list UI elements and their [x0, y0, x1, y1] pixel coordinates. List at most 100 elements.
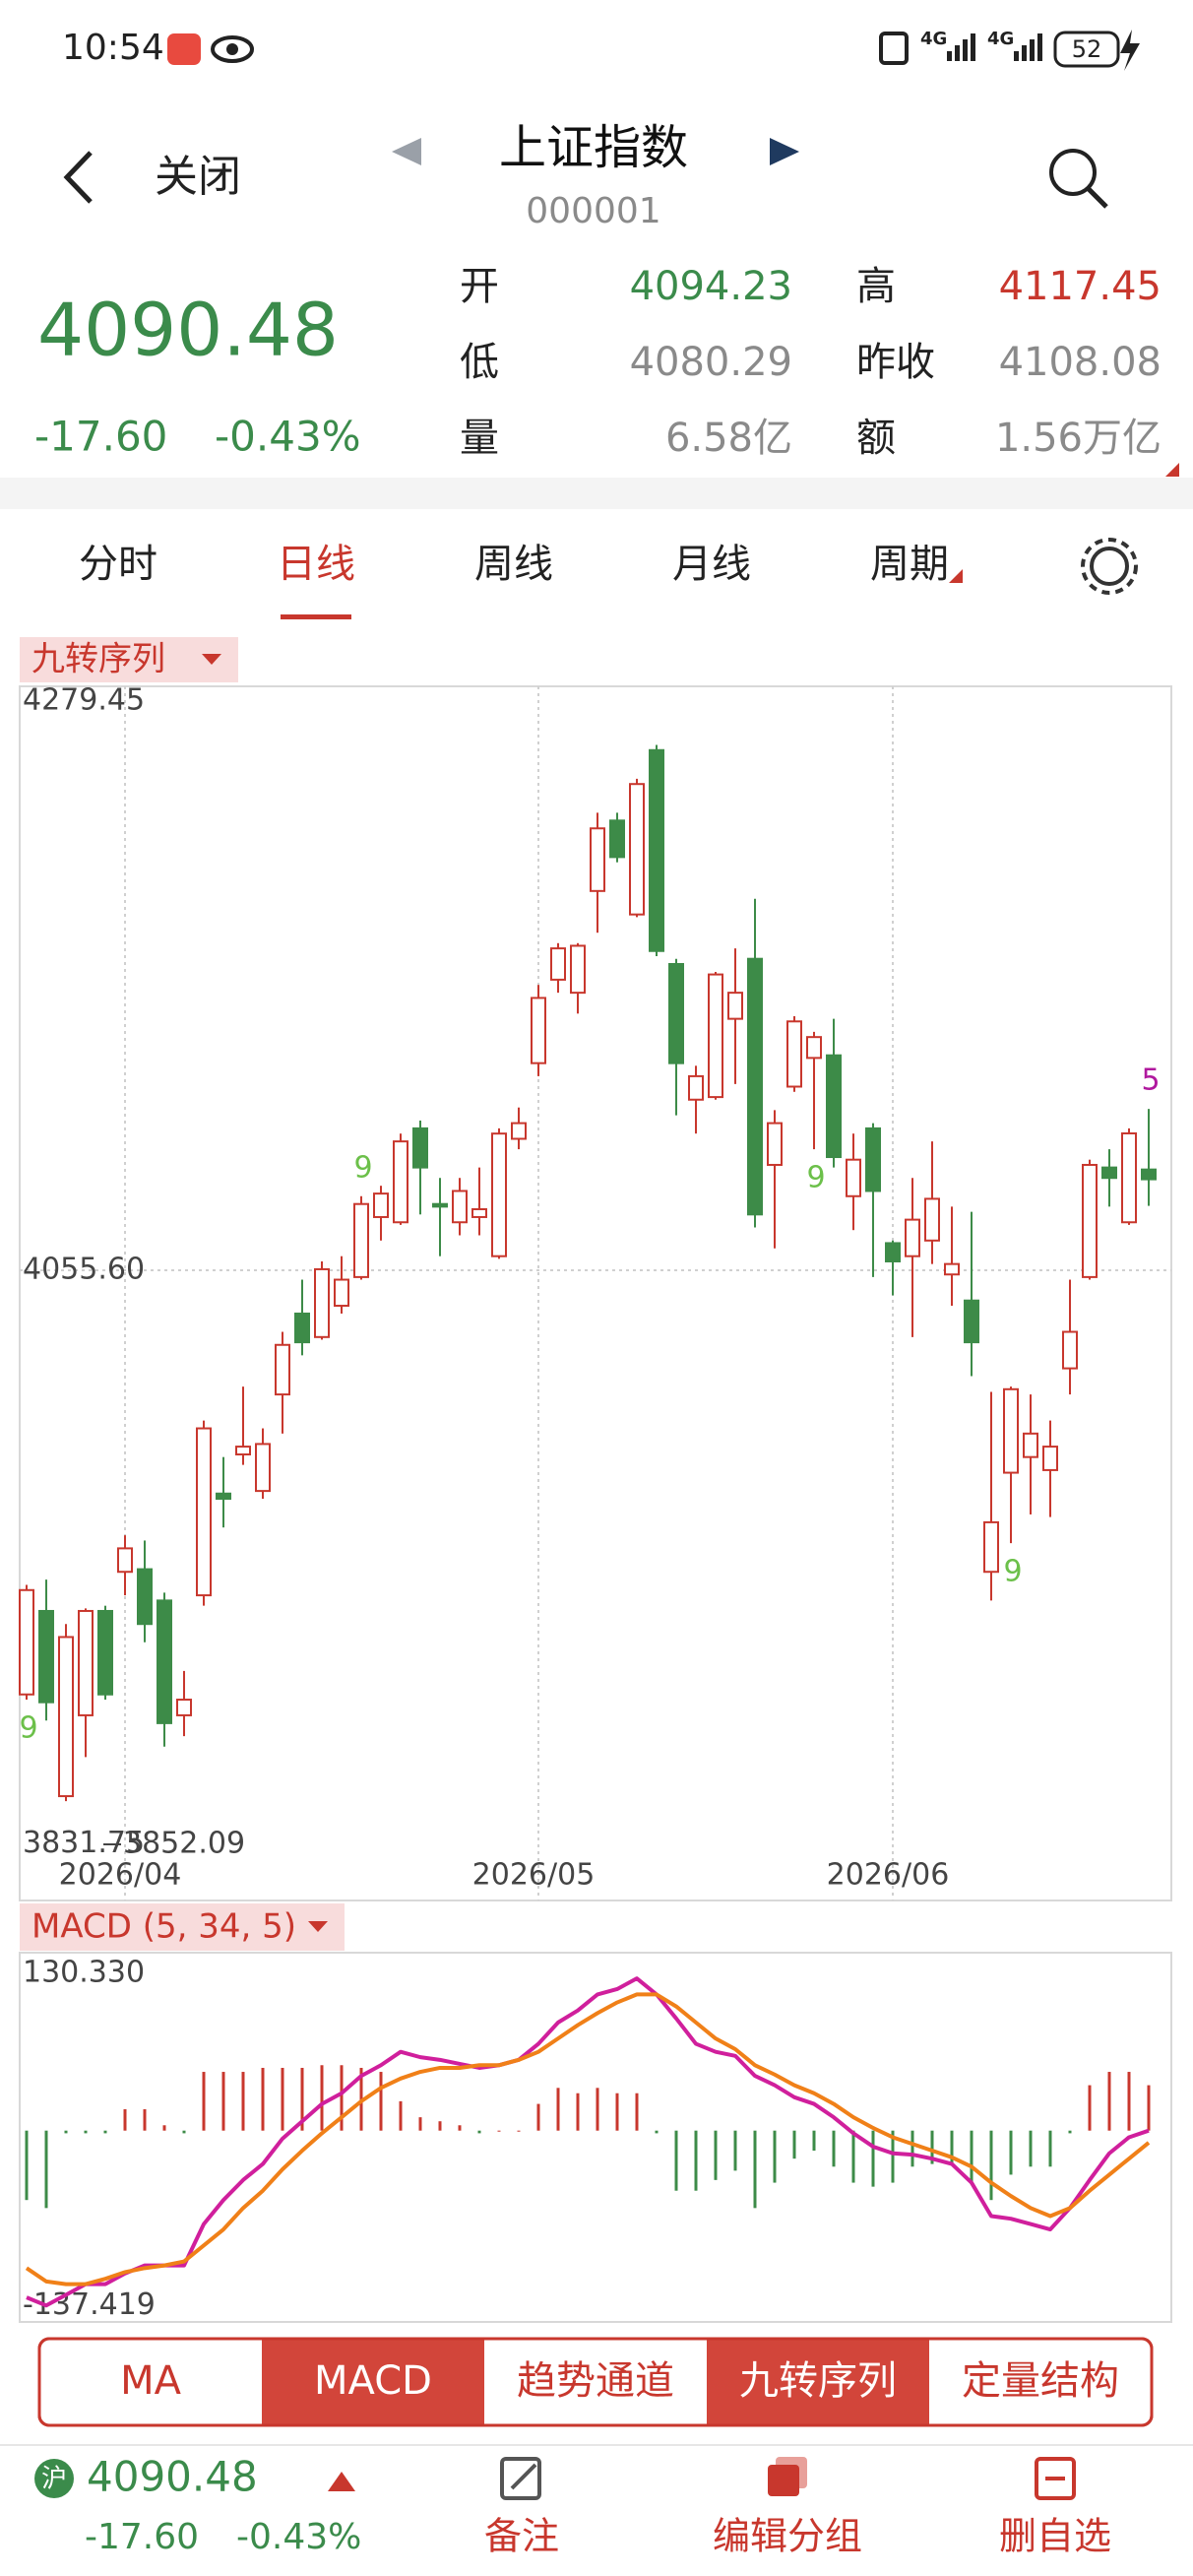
market-badge [34, 2459, 74, 2498]
macd-bar [576, 2093, 580, 2131]
indicator-button-bg[interactable] [262, 2339, 484, 2425]
candle-body [255, 1443, 271, 1493]
footer-action[interactable]: 编辑分组 [713, 2515, 862, 2558]
indicator-button-bg[interactable] [707, 2339, 929, 2425]
indicator-button[interactable]: 趋势通道 [517, 2358, 674, 2404]
macd-bar [182, 2130, 186, 2134]
macd-bar [202, 2072, 206, 2131]
macd-bar [871, 2130, 875, 2187]
y-tick-label: 3831.75 [23, 1826, 145, 1860]
candle-body [97, 1609, 113, 1696]
candle-body [747, 957, 763, 1216]
candle-body [58, 1636, 74, 1798]
macd-bar [340, 2065, 344, 2131]
quote-change-pct: -0.43% [215, 413, 361, 461]
y-tick-label: 4279.45 [23, 683, 145, 718]
candle-body [806, 1036, 822, 1060]
x-tick-label: 2026/04 [59, 1858, 182, 1893]
remove-icon[interactable] [1035, 2457, 1076, 2500]
macd-bar [143, 2109, 147, 2131]
macd-bar [792, 2130, 796, 2159]
macd-bar [399, 2100, 403, 2131]
note-icon[interactable] [500, 2457, 541, 2500]
macd-bar [241, 2072, 245, 2131]
macd-bar [1127, 2072, 1131, 2131]
candle-body [1082, 1163, 1098, 1278]
candle-body [1023, 1432, 1038, 1458]
candle-body [511, 1122, 527, 1140]
candle-body [1003, 1387, 1019, 1474]
macd-bar [970, 2130, 973, 2183]
period-tab[interactable]: 月线 [672, 542, 751, 587]
macd-bar [300, 2067, 304, 2131]
sequence-label: 9 [19, 1711, 37, 1746]
macd-bar [261, 2067, 265, 2131]
macd-bar [812, 2130, 816, 2152]
macd-bar [1029, 2130, 1033, 2167]
group-icon[interactable] [768, 2457, 807, 2496]
indicator-button[interactable]: 九转序列 [739, 2358, 897, 2404]
period-tab[interactable]: 周线 [474, 542, 553, 587]
candle-frame [19, 685, 1172, 1901]
macd-bar [221, 2072, 225, 2131]
indicator-button[interactable]: MA [120, 2358, 182, 2404]
macd-bar [556, 2088, 560, 2131]
footer-action[interactable]: 删自选 [999, 2515, 1111, 2558]
macd-bar [910, 2130, 914, 2167]
button-group-outline [37, 2337, 1154, 2427]
search-icon[interactable] [1049, 149, 1097, 196]
candle-body [786, 1020, 802, 1088]
macd-bar [950, 2130, 954, 2164]
macd-bar [851, 2130, 855, 2183]
indicator-label-box[interactable] [20, 637, 238, 682]
macd-bar [64, 2130, 68, 2134]
quote-field-label: 高 [856, 264, 896, 309]
candle-body [275, 1343, 290, 1396]
sequence-label: 9 [1003, 1555, 1022, 1589]
candle-body [393, 1140, 408, 1224]
footer-action[interactable]: 备注 [484, 2515, 559, 2558]
candle-body [629, 783, 645, 916]
macd-bar [517, 2130, 521, 2132]
close-button[interactable]: 关闭 [155, 152, 241, 202]
macd-bar [84, 2130, 88, 2134]
x-tick-label: 2026/05 [472, 1858, 596, 1893]
settings-icon[interactable] [1090, 547, 1129, 586]
status-eye-pupil [226, 43, 238, 55]
macd-bar [773, 2130, 777, 2183]
battery-level: 52 [1072, 35, 1102, 63]
candle-body [216, 1492, 231, 1501]
candle-body [19, 1588, 34, 1696]
macd-bar [418, 2117, 422, 2131]
macd-frame [19, 1952, 1172, 2323]
candle-body [412, 1127, 428, 1169]
expand-icon[interactable] [328, 2472, 355, 2491]
settings-icon-ring [1081, 538, 1138, 595]
macd-label-box[interactable] [20, 1903, 345, 1951]
period-tab[interactable]: 日线 [277, 542, 355, 587]
next-arrow[interactable] [770, 138, 799, 165]
macd-label[interactable]: MACD (5, 34, 5) [31, 1907, 296, 1947]
search-handle [1087, 187, 1108, 209]
candle-body [373, 1192, 389, 1218]
indicator-label[interactable]: 九转序列 [31, 640, 165, 679]
macd-line [26, 1976, 1150, 2308]
quote-field-label: 量 [460, 416, 499, 461]
prev-arrow[interactable] [392, 138, 421, 165]
macd-bar [536, 2103, 540, 2131]
indicator-button[interactable]: MACD [314, 2358, 432, 2404]
candle-body [1042, 1446, 1058, 1471]
back-icon[interactable] [63, 151, 93, 204]
candle-body [314, 1267, 330, 1338]
macd-bar [596, 2088, 599, 2131]
quote-change: -17.60 [34, 413, 167, 461]
candle-body [1101, 1166, 1117, 1180]
charging-icon [1120, 30, 1140, 71]
macd-bar [694, 2130, 698, 2191]
macd-bar [123, 2109, 127, 2131]
indicator-button[interactable]: 定量结构 [962, 2358, 1119, 2404]
period-tab[interactable]: 分时 [79, 542, 157, 587]
tab-underline [281, 614, 351, 619]
macd-bar [655, 2130, 659, 2134]
period-tab[interactable]: 周期 [870, 542, 949, 587]
